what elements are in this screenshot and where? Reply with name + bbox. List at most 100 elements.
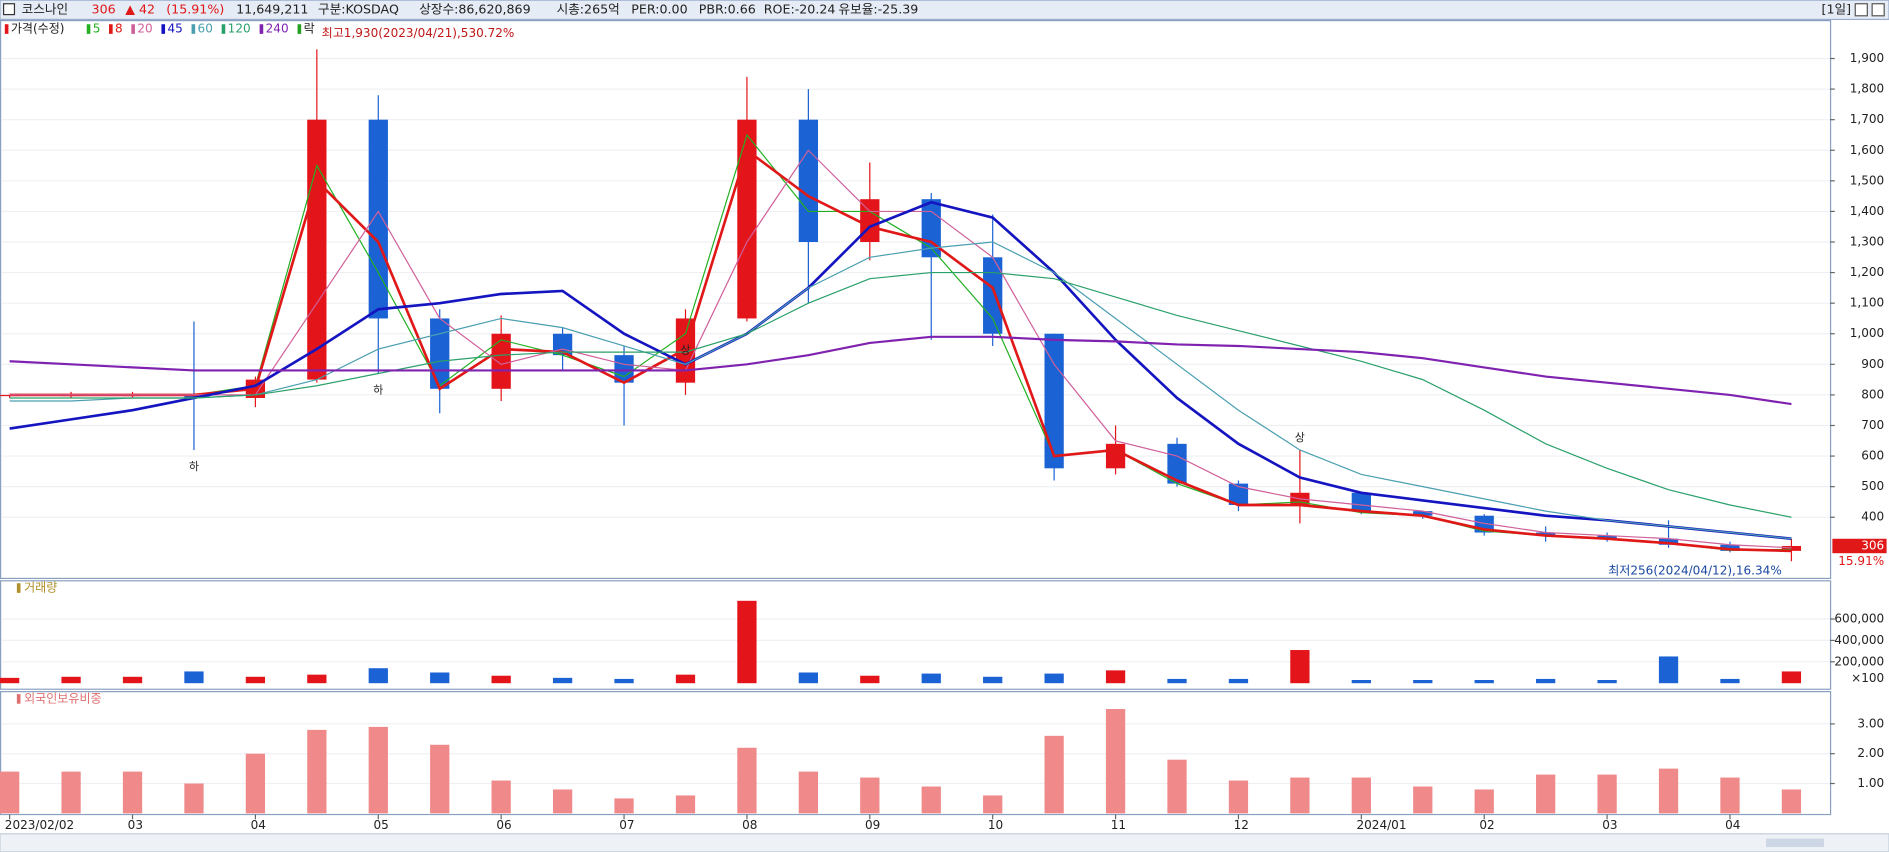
- x-tick-label: 04: [251, 818, 266, 832]
- y-tick-label: 800: [1861, 387, 1884, 401]
- bar: [0, 771, 20, 814]
- legend-swatch: [131, 24, 135, 34]
- volume: 11,649,211: [236, 1, 308, 16]
- bar: [737, 747, 757, 814]
- x-tick-label: 2024/01: [1357, 818, 1407, 832]
- scrollbar[interactable]: [0, 833, 1889, 852]
- candle-body: [983, 257, 1003, 334]
- candle-body: [1536, 532, 1556, 536]
- x-tick-label: 12: [1234, 818, 1249, 832]
- bar: [491, 780, 511, 814]
- legend-entry: 60: [198, 22, 213, 36]
- roe: ROE:-20.24: [764, 1, 836, 16]
- change: ▲ 42: [125, 1, 155, 16]
- x-tick-label: 03: [1602, 818, 1617, 832]
- header-bar: [0, 0, 1889, 21]
- bar: [1658, 768, 1679, 814]
- bar: [1781, 789, 1802, 814]
- legend-entry: 5: [93, 22, 101, 36]
- legend-swatch: [191, 24, 196, 34]
- price: 306: [92, 1, 116, 16]
- y-tick-label: 1,400: [1850, 204, 1884, 218]
- y-tick-label: 900: [1861, 357, 1884, 371]
- foreign-panel: [0, 691, 1832, 816]
- market-cap: 시총:265억: [557, 1, 620, 16]
- bar: [1351, 777, 1371, 814]
- bar: [675, 795, 696, 814]
- checkbox[interactable]: [3, 3, 16, 16]
- x-axis-area: [0, 816, 1889, 834]
- candle-body: [430, 318, 450, 389]
- bar: [614, 798, 634, 814]
- price-marker-label: 306: [1861, 538, 1884, 552]
- bar: [1351, 679, 1371, 684]
- y-tick-label: 1.00: [1857, 776, 1884, 790]
- x-tick-label: 02: [1479, 818, 1494, 832]
- bar: [307, 729, 327, 814]
- bar: [1781, 671, 1802, 684]
- bar: [307, 674, 327, 684]
- bar: [491, 675, 511, 684]
- bar: [1413, 679, 1433, 684]
- change-pct: (15.91%): [166, 1, 224, 16]
- y-tick-label: 1,800: [1850, 82, 1884, 96]
- bar: [552, 677, 573, 684]
- legend-entry: 45: [167, 22, 182, 36]
- legend-swatch: [221, 24, 226, 34]
- bar: [1413, 786, 1433, 814]
- legend-entry: 20: [137, 22, 152, 36]
- y-tick-label: 3.00: [1857, 716, 1884, 730]
- high-annotation: 최고1,930(2023/04/21),530.72%: [322, 26, 515, 40]
- restore-button[interactable]: [1854, 3, 1868, 17]
- x-tick-label: 2023/02/02: [5, 818, 74, 832]
- bar: [1536, 774, 1556, 814]
- candle-body: [1658, 538, 1679, 545]
- bar: [860, 777, 880, 814]
- volume-icon: [16, 583, 21, 593]
- y-tick-label: 1,600: [1850, 143, 1884, 157]
- scroll-thumb[interactable]: [1766, 838, 1824, 848]
- x-tick-label: 08: [742, 818, 757, 832]
- moving-average: [9, 149, 1792, 549]
- x-tick-label: 03: [128, 818, 143, 832]
- bar: [1658, 656, 1679, 684]
- candle-body: [1413, 511, 1433, 516]
- bar: [1105, 709, 1126, 814]
- bar: [1105, 670, 1126, 684]
- legend-swatch: [161, 24, 166, 34]
- bar: [1167, 678, 1187, 684]
- y-tick-label: 400: [1861, 510, 1884, 524]
- y-tick-label: 1,000: [1850, 326, 1884, 340]
- x-tick-label: 09: [865, 818, 880, 832]
- bar: [860, 675, 880, 684]
- shares: 상장수:86,620,869: [419, 1, 530, 16]
- bar: [0, 677, 20, 684]
- signal-marker: 상: [681, 344, 691, 357]
- bar: [1474, 789, 1494, 814]
- candle-body: [184, 394, 204, 398]
- y-tick-label: 1,100: [1850, 296, 1884, 310]
- legend-entry: 240: [266, 22, 289, 36]
- bar: [1597, 774, 1617, 814]
- moving-average: [9, 271, 1792, 518]
- bar: [983, 795, 1003, 814]
- period[interactable]: [1일]: [1822, 1, 1852, 16]
- foreign-icon: [16, 694, 21, 704]
- x-tick-label: 05: [373, 818, 388, 832]
- reserve: 유보율:-25.39: [838, 1, 918, 16]
- bar: [122, 676, 143, 684]
- candle-body: [1167, 443, 1187, 484]
- close-button[interactable]: [1871, 3, 1885, 17]
- moving-average: [9, 200, 1792, 540]
- volume-panel: [0, 580, 1832, 690]
- bar: [1228, 780, 1249, 814]
- bar: [245, 676, 266, 684]
- bar: [61, 676, 81, 684]
- volume-unit: ×100: [1851, 671, 1884, 685]
- y-tick-label: 1,500: [1850, 173, 1884, 187]
- bar: [184, 783, 204, 814]
- x-tick-label: 04: [1725, 818, 1740, 832]
- bar: [921, 673, 941, 684]
- bar: [61, 771, 81, 814]
